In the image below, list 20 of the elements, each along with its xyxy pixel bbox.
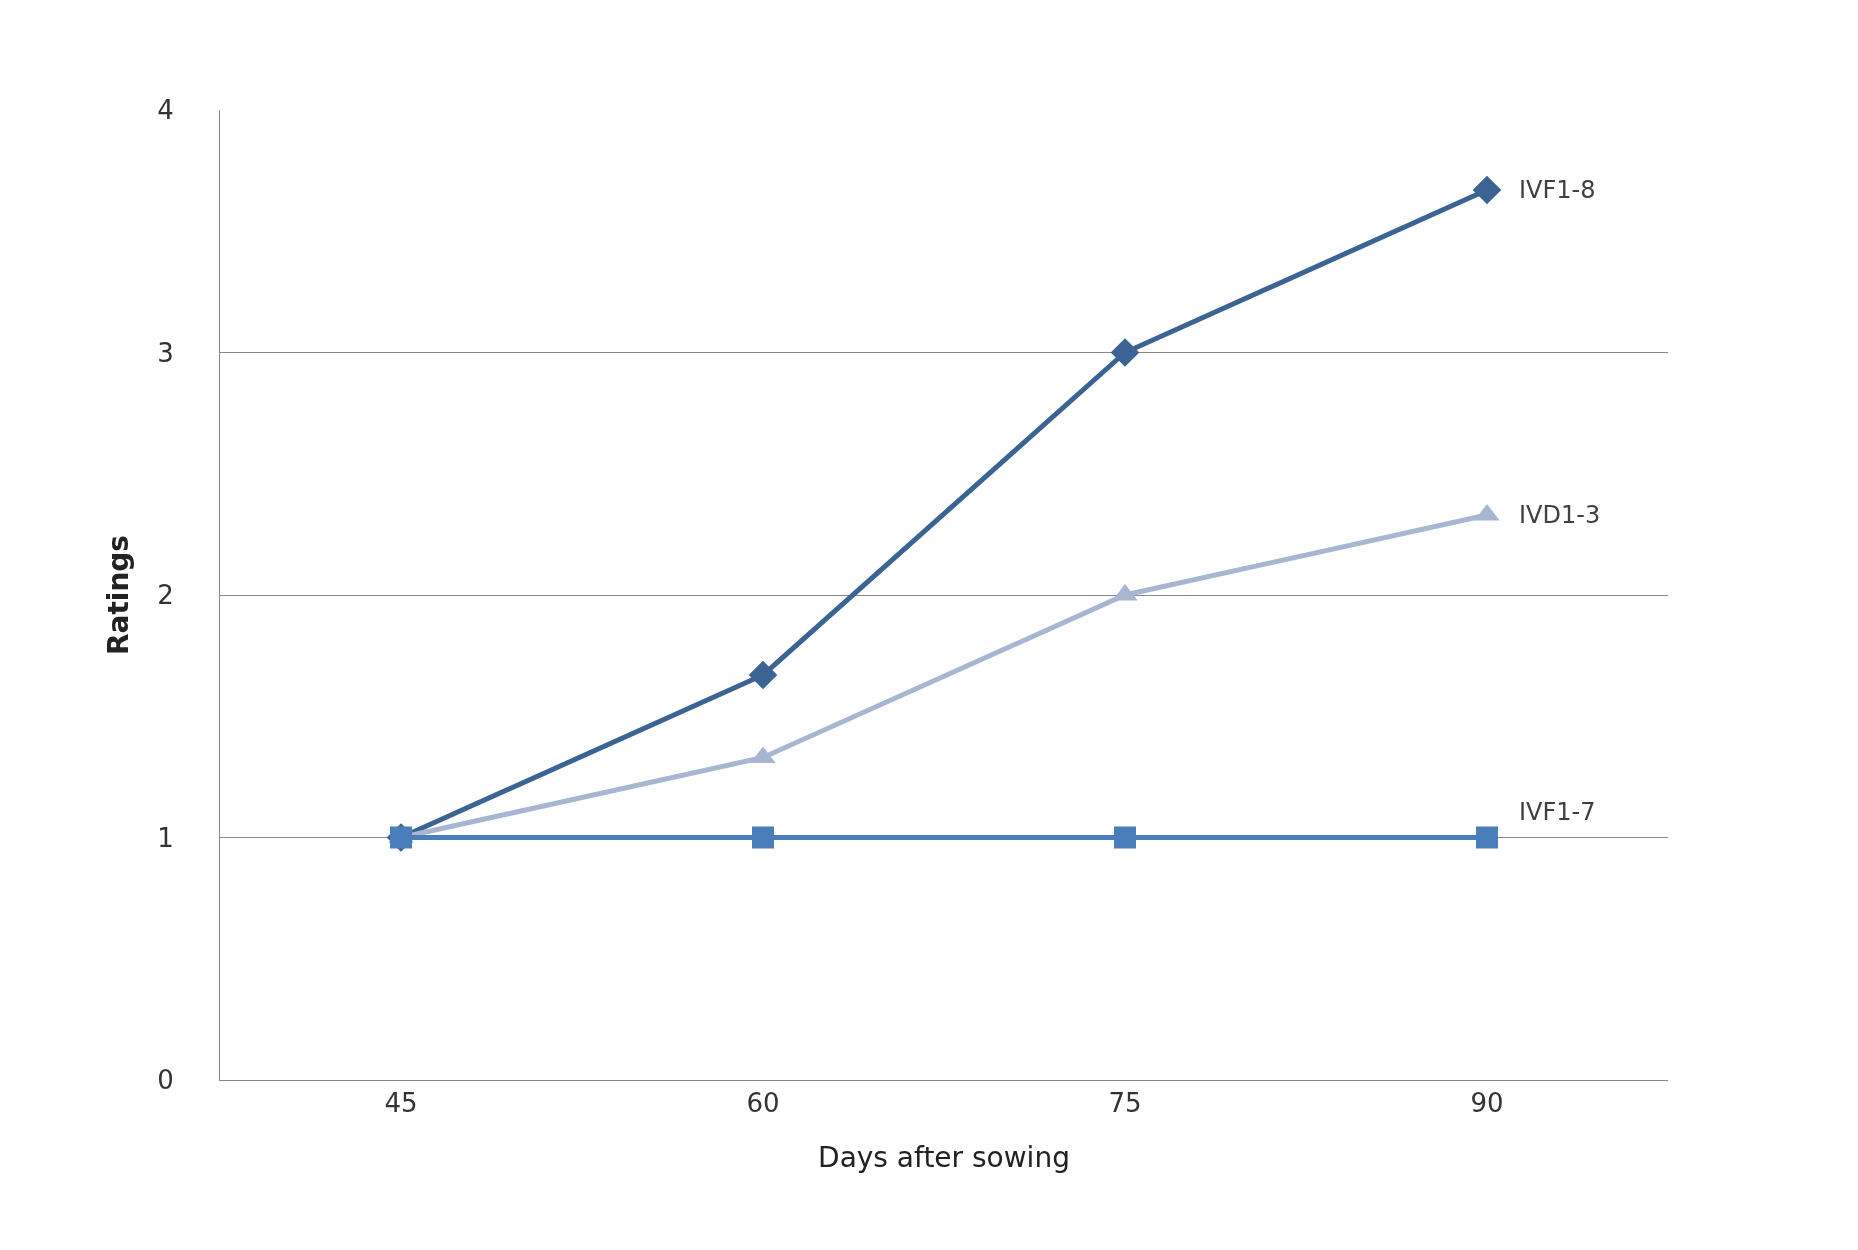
y-tick-label: 1 — [157, 822, 174, 853]
point — [1114, 826, 1136, 849]
y-axis-title: Ratings — [101, 534, 135, 656]
x-axis-title: Days after sowing — [818, 1141, 1070, 1175]
x-tick-label: 45 — [384, 1088, 418, 1119]
x-tick-label: 60 — [746, 1088, 780, 1119]
y-tick-label: 0 — [157, 1065, 174, 1096]
y-tick-label: 3 — [157, 337, 174, 368]
point — [752, 826, 774, 849]
y-tick-label: 4 — [157, 95, 174, 126]
series-label: IVF1-8 — [1519, 176, 1596, 204]
point — [1110, 338, 1140, 367]
series-label: IVD1-3 — [1519, 501, 1601, 529]
y-tick-label: 2 — [157, 580, 174, 611]
point — [748, 660, 778, 690]
point — [1472, 175, 1502, 205]
series-label: IVF1-7 — [1519, 798, 1596, 826]
x-tick-label: 90 — [1470, 1088, 1504, 1119]
point — [1476, 826, 1498, 849]
x-tick-label: 75 — [1108, 1088, 1142, 1119]
